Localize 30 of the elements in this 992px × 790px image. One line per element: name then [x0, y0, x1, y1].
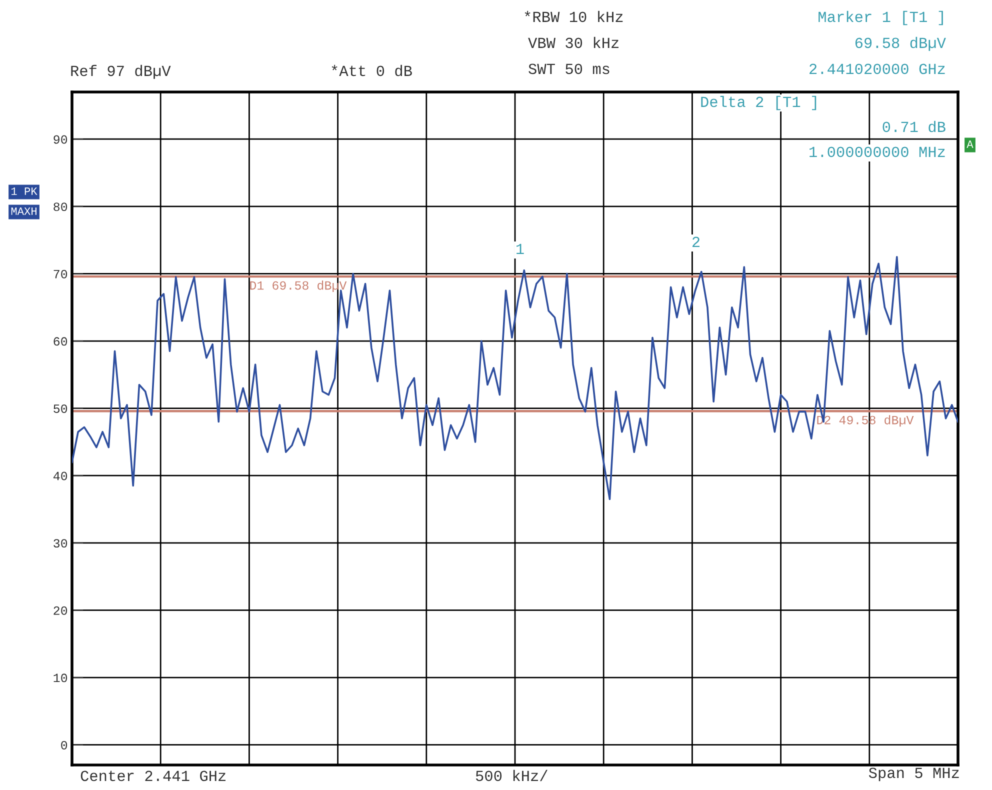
text: 69.58 dBµV — [855, 36, 946, 51]
text: SWT 50 ms — [528, 64, 610, 74]
text: VBW 30 kHz — [528, 36, 618, 48]
text: *Att 0 dB — [332, 64, 412, 76]
y-tick-label: 60 — [54, 337, 68, 346]
y-tick-label: 80 — [54, 202, 68, 212]
annotation: 0.71 dB — [882, 120, 946, 132]
y-tick-label: 30 — [54, 539, 68, 548]
text: Span 5 MHz — [868, 768, 959, 782]
text: 1 PK — [11, 188, 38, 195]
annotation: 1.000000000 MHz — [810, 146, 945, 158]
text: 500 kHz/ — [476, 770, 548, 782]
annotation: 1 — [516, 244, 524, 254]
y-tick-label: 10 — [54, 674, 68, 682]
text: MAXH — [11, 208, 36, 215]
annotation: 2 — [692, 236, 700, 247]
y-tick-label: 90 — [54, 135, 68, 144]
text: Marker 1 [T1 ] — [818, 10, 943, 26]
y-tick-label: 50 — [54, 404, 68, 413]
line-series — [72, 256, 958, 500]
text: Center 2.441 GHz — [80, 770, 226, 782]
annotation: Delta 2 [T1 ] — [701, 96, 816, 110]
text: Ref 97 dBµV — [71, 64, 171, 79]
y-tick-label: 20 — [54, 606, 68, 615]
y-tick-label: 0 — [61, 740, 68, 750]
y-tick-label: 70 — [54, 270, 68, 278]
text: *RBW 10 kHz — [524, 10, 623, 22]
text: A — [966, 140, 974, 148]
y-tick-label: 40 — [53, 472, 68, 480]
text: 2.441020000 GHz — [810, 64, 945, 74]
